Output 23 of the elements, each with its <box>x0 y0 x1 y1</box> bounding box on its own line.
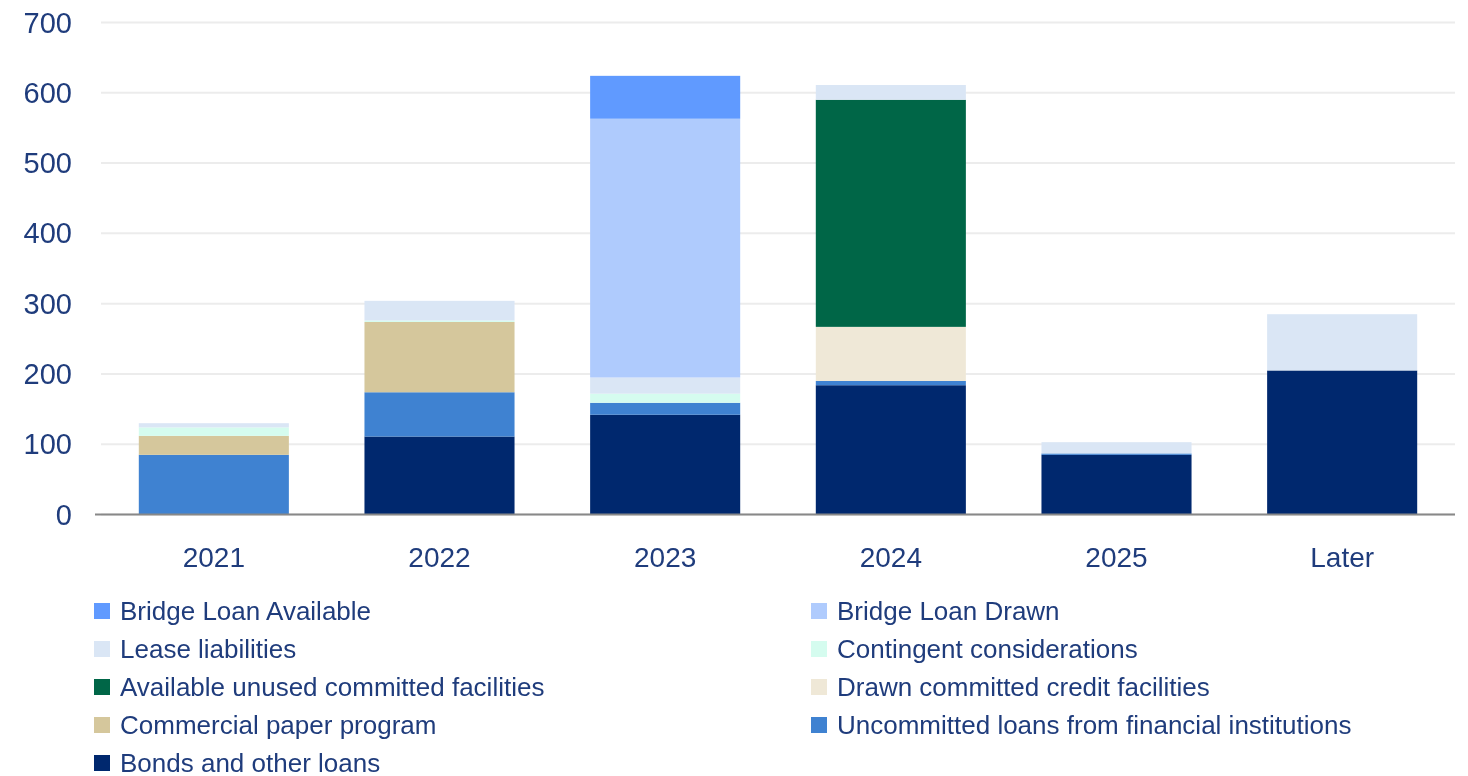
x-tick-label: 2024 <box>859 541 922 573</box>
y-tick-label: 0 <box>55 498 72 531</box>
x-tick-label: 2022 <box>408 541 471 573</box>
legend-label: Available unused committed facilities <box>120 672 545 703</box>
legend-label: Uncommitted loans from financial institutions <box>837 710 1352 741</box>
x-tick-label: 2021 <box>182 541 245 573</box>
legend-label: Bridge Loan Drawn <box>837 596 1060 627</box>
x-tick-label: 2023 <box>634 541 697 573</box>
y-tick-label: 200 <box>23 358 72 391</box>
x-tick-label: 2025 <box>1085 541 1148 573</box>
y-tick-label: 600 <box>23 76 72 109</box>
legend-label: Bonds and other loans <box>120 748 381 776</box>
y-tick-label: 400 <box>23 217 72 250</box>
legend-label: Drawn committed credit facilities <box>837 672 1210 703</box>
legend-label: Bridge Loan Available <box>120 596 372 627</box>
y-tick-label: 100 <box>23 428 72 461</box>
y-tick-label: 300 <box>23 287 72 320</box>
x-tick-label: Later <box>1310 541 1375 573</box>
y-tick-label: 700 <box>23 6 72 39</box>
legend-label: Contingent considerations <box>837 634 1138 665</box>
legend-label: Lease liabilities <box>120 634 297 665</box>
legend-label: Commercial paper program <box>120 710 437 741</box>
y-tick-label: 500 <box>23 147 72 180</box>
